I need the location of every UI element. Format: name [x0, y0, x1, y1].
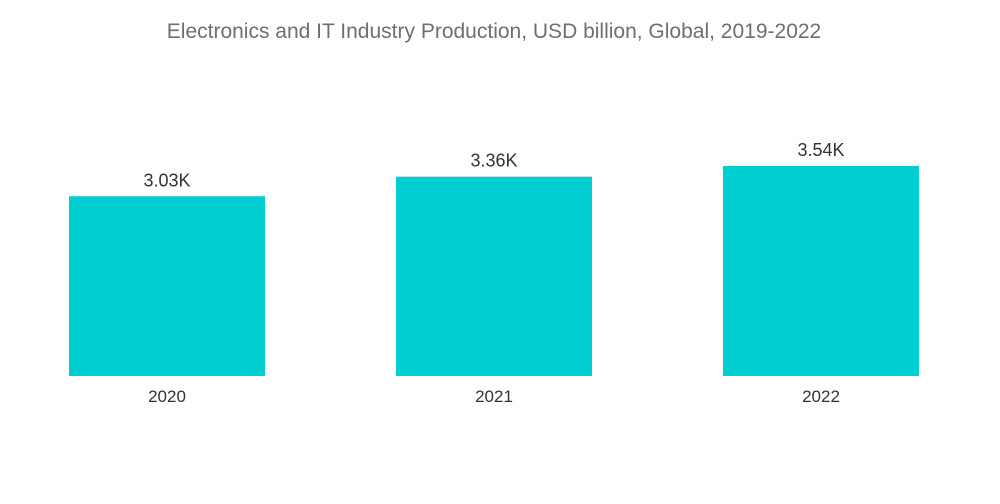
data-labels-layer: 3.03K 3.36K 3.54K — [143, 140, 844, 190]
data-label-2022: 3.54K — [797, 140, 844, 160]
bar-2021 — [396, 176, 592, 376]
bar-2022 — [723, 166, 919, 376]
x-tick-label-2022: 2022 — [802, 387, 840, 406]
x-axis-ticks: 2020 2021 2022 — [148, 387, 840, 406]
data-label-2020: 3.03K — [143, 170, 190, 190]
chart-title: Electronics and IT Industry Production, … — [167, 20, 821, 43]
x-tick-label-2020: 2020 — [148, 387, 186, 406]
bar-2020 — [69, 196, 265, 376]
bars-layer — [69, 166, 919, 376]
x-tick-label-2021: 2021 — [475, 387, 513, 406]
data-label-2021: 3.36K — [470, 151, 517, 171]
